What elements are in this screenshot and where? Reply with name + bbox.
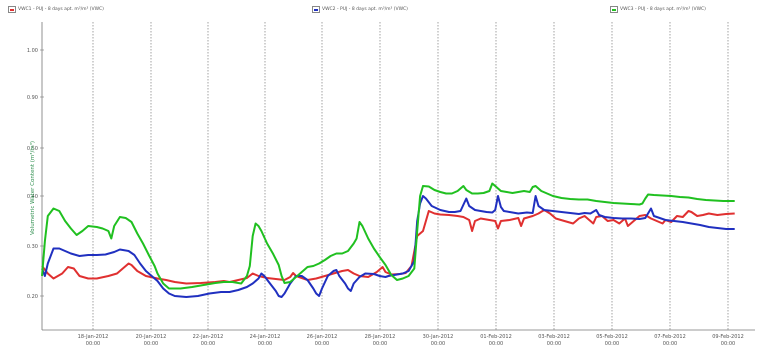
legend-item-series-3[interactable]: VWC3 - PUJ - 8 days apt. m³/m³ (VWC): [610, 6, 706, 13]
legend-swatch-series-2[interactable]: [312, 6, 320, 13]
x-tick-time-0: 00:00: [86, 341, 100, 347]
x-tick-time-7: 00:00: [489, 341, 503, 347]
legend-swatch-series-1[interactable]: [8, 6, 16, 13]
x-tick-date-4: 26-Jan-2012: [307, 334, 338, 340]
y-ticks: 1.00 0.90 0.50 0.40 0.30 0.20: [27, 48, 44, 300]
y-tick-label-4: 0.30: [27, 244, 38, 250]
x-tick-time-8: 00:00: [547, 341, 561, 347]
x-tick-time-2: 00:00: [201, 341, 215, 347]
x-tick-date-10: 07-Feb-2012: [654, 334, 686, 340]
x-tick-date-8: 03-Feb-2012: [538, 334, 570, 340]
y-tick-label-1: 0.90: [27, 95, 38, 101]
y-axis-label: Volumetric Water Content (m³/m³): [29, 141, 36, 235]
x-tick-date-9: 05-Feb-2012: [596, 334, 628, 340]
x-tick-date-5: 28-Jan-2012: [365, 334, 396, 340]
grid: [92, 22, 729, 330]
legend-label-series-3: VWC3 - PUJ - 8 days apt. m³/m³ (VWC): [620, 7, 706, 12]
x-tick-date-11: 09-Feb-2012: [712, 334, 744, 340]
legend-item-series-2[interactable]: VWC2 - PUJ - 8 days apt. m³/m³ (VWC): [312, 6, 408, 13]
x-tick-date-3: 24-Jan-2012: [250, 334, 281, 340]
y-tick-label-2: 0.50: [27, 146, 38, 152]
x-tick-date-0: 18-Jan-2012: [78, 334, 109, 340]
chart-legend: VWC1 - PUJ - 8 days apt. m³/m³ (VWC) VWC…: [0, 0, 761, 20]
x-ticks: 18-Jan-201200:0020-Jan-201200:0022-Jan-2…: [78, 334, 744, 347]
series-line-1: [41, 209, 735, 285]
x-tick-time-5: 00:00: [373, 341, 387, 347]
axes: [41, 22, 755, 331]
series-lines: [41, 182, 735, 298]
y-tick-label-5: 0.20: [27, 294, 38, 300]
x-tick-time-9: 00:00: [605, 341, 619, 347]
x-tick-time-4: 00:00: [315, 341, 329, 347]
x-tick-time-1: 00:00: [144, 341, 158, 347]
y-tick-label-3: 0.40: [27, 194, 38, 200]
x-tick-date-1: 20-Jan-2012: [136, 334, 167, 340]
x-tick-time-10: 00:00: [663, 341, 677, 347]
x-tick-date-7: 01-Feb-2012: [480, 334, 512, 340]
y-tick-label-0: 1.00: [27, 48, 38, 54]
x-tick-time-11: 00:00: [721, 341, 735, 347]
x-tick-date-2: 22-Jan-2012: [193, 334, 224, 340]
legend-item-series-1[interactable]: VWC1 - PUJ - 8 days apt. m³/m³ (VWC): [8, 6, 104, 13]
legend-swatch-series-3[interactable]: [610, 6, 618, 13]
series-line-3: [41, 182, 735, 290]
x-tick-time-6: 00:00: [431, 341, 445, 347]
x-tick-time-3: 00:00: [258, 341, 272, 347]
legend-label-series-2: VWC2 - PUJ - 8 days apt. m³/m³ (VWC): [322, 7, 408, 12]
x-tick-date-6: 30-Jan-2012: [423, 334, 454, 340]
series-line-2: [41, 195, 735, 298]
legend-label-series-1: VWC1 - PUJ - 8 days apt. m³/m³ (VWC): [18, 7, 104, 12]
